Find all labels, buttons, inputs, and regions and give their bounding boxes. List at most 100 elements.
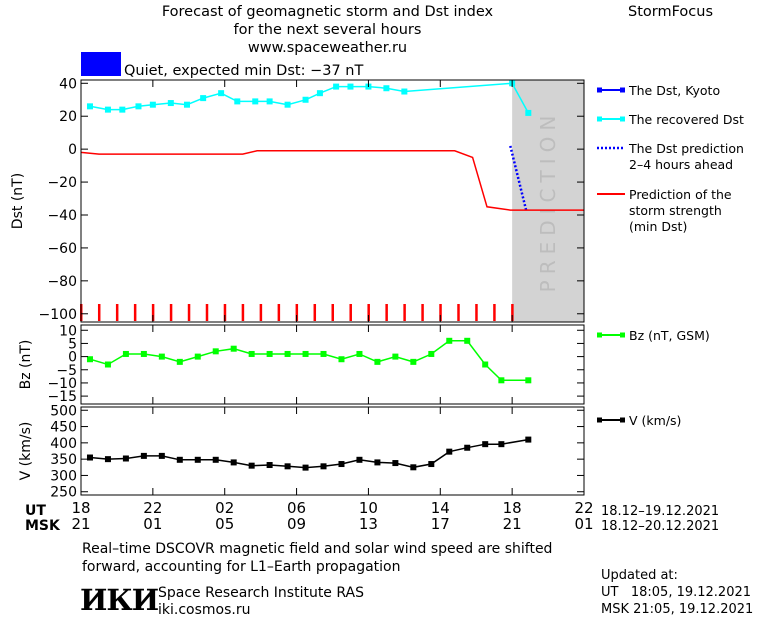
v-series-v-km-s-point	[194, 456, 201, 463]
bz-series-bz-nt-gsm-point	[356, 350, 363, 357]
bz-series-bz-nt-gsm-point	[446, 337, 453, 344]
hour-mark	[133, 304, 137, 321]
dst-series-the-recovered-dst-point	[383, 85, 390, 92]
dst-ytick-label: −20	[47, 175, 77, 191]
bz-axis-label: Bz (nT)	[18, 340, 34, 390]
bz-series-bz-nt-gsm-point	[498, 377, 505, 384]
hour-mark	[439, 304, 442, 321]
dst-series-the-recovered-dst-point	[525, 109, 532, 116]
bz-series-bz-nt-gsm-point	[284, 350, 291, 357]
bz-ytick-label: −10	[47, 376, 77, 392]
dst-series-the-recovered-dst-point	[104, 106, 111, 113]
dst-series-the-recovered-dst-point	[284, 101, 291, 108]
legend-label-line: (min Dst)	[629, 219, 687, 234]
hour-mark	[241, 304, 245, 321]
title-line-2: for the next several hours	[233, 22, 422, 38]
hour-mark	[331, 304, 334, 321]
legend-label-line: The recovered Dst	[628, 112, 744, 127]
bz-series-bz-nt-gsm-point	[320, 350, 327, 357]
dst-series-the-recovered-dst-point	[333, 83, 340, 90]
v-series-v-km-s-point	[302, 464, 309, 471]
bz-series-bz-nt-gsm-point	[392, 353, 399, 360]
msk-tick-label: 21	[71, 515, 90, 533]
dst-series-the-recovered-dst-point	[234, 98, 241, 105]
dst-series-the-recovered-dst-point	[183, 101, 190, 108]
legend-marker	[620, 116, 625, 122]
dst-ytick-label: −100	[39, 307, 77, 323]
v-series-v-km-s-point	[266, 462, 273, 469]
dst-series-the-recovered-dst-point	[135, 103, 142, 110]
dst-ytick-label: −80	[47, 274, 77, 290]
hour-mark	[421, 304, 424, 321]
institute-name: Space Research Institute RAS	[158, 585, 364, 601]
hour-mark	[169, 304, 173, 321]
msk-tick-label: 17	[431, 515, 450, 533]
v-ytick-label: 250	[50, 485, 77, 501]
dst-series-the-recovered-dst-point	[200, 95, 207, 102]
dst-series-the-recovered-dst-point	[347, 83, 354, 90]
ut-tick-label: 10	[359, 499, 378, 517]
legend-label: Prediction of the storm strength (min Dst)	[629, 187, 732, 234]
v-series-v-km-s-point	[284, 463, 291, 470]
hour-mark	[403, 304, 406, 321]
updated-msk: MSK 21:05, 19.12.2021	[601, 602, 754, 617]
dst-series-the-recovered-dst-point	[266, 98, 273, 105]
ut-tick-label: 06	[287, 499, 306, 517]
legend-marker	[597, 332, 602, 338]
bz-series-bz-nt-gsm-point	[194, 353, 201, 360]
v-series-v-km-s-point	[356, 456, 363, 463]
ut-tick-label: 02	[215, 499, 234, 517]
ut-date-range: 18.12–19.12.2021	[601, 504, 719, 519]
dst-ytick-label: 0	[68, 142, 77, 158]
legend-label-line: The Dst prediction	[628, 141, 744, 156]
v-series-v-km-s-point	[320, 463, 327, 470]
bz-series-bz-nt-gsm-point	[104, 361, 111, 368]
legend-label-line: storm strength	[629, 203, 722, 218]
dst-ytick-label: −40	[47, 208, 77, 224]
bz-series-bz-nt-gsm-point	[482, 361, 489, 368]
dst-series-the-dst-prediction-2-4-hours-ahead-line	[509, 145, 528, 212]
v-series-v-km-s-point	[230, 459, 237, 466]
dst-ytick-label: 40	[59, 76, 77, 92]
hour-mark	[349, 304, 352, 321]
dst-axis-label: Dst (nT)	[10, 173, 26, 229]
legend-label-line: V (km/s)	[629, 413, 681, 428]
bz-ytick-label: −5	[56, 363, 77, 379]
msk-axis-title: MSK	[25, 518, 61, 534]
ut-tick-label: 14	[431, 499, 450, 517]
legend-label-line: The Dst, Kyoto	[628, 83, 720, 98]
v-series-v-km-s-point	[446, 448, 453, 455]
legend-marker	[620, 332, 625, 338]
dst-series-the-recovered-dst-line	[89, 82, 529, 114]
dst-series-the-recovered-dst-point	[401, 88, 408, 95]
bz-series-bz-nt-gsm-point	[302, 350, 309, 357]
v-series-v-km-s-point	[525, 436, 532, 443]
update-info: Updated at: UT 18:05, 19.12.2021 MSK 21:…	[601, 567, 753, 618]
bz-ytick-label: 10	[59, 323, 77, 339]
v-series-v-km-s-point	[498, 441, 505, 448]
v-series-v-km-s-point	[410, 464, 417, 471]
legend-label: The recovered Dst	[628, 112, 744, 127]
legend-marker	[620, 417, 625, 423]
legend-label-line: Bz (nT, GSM)	[629, 328, 710, 343]
v-ytick-label: 450	[50, 420, 77, 436]
bz-series-bz-nt-gsm-point	[122, 350, 129, 357]
bz-series-bz-nt-gsm-point	[525, 377, 532, 384]
dst-series-the-recovered-dst-point	[218, 90, 225, 97]
dst-series-prediction-of-the-storm-strength-min-dst-line	[80, 150, 584, 211]
v-series-v-km-s-point	[338, 461, 345, 468]
hour-mark	[493, 304, 496, 321]
msk-date-range: 18.12–20.12.2021	[601, 519, 719, 534]
legend-marker	[620, 87, 625, 93]
chart-title: Forecast of geomagnetic storm and Dst in…	[0, 3, 655, 57]
msk-tick-label: 13	[359, 515, 378, 533]
v-ytick-label: 500	[50, 403, 77, 419]
msk-tick-label: 01	[143, 515, 162, 533]
hour-mark	[97, 304, 101, 321]
v-series-v-km-s-point	[176, 456, 183, 463]
v-series-v-km-s-point	[86, 454, 93, 461]
institute-site[interactable]: iki.cosmos.ru	[158, 602, 251, 618]
bz-ytick-label: 0	[68, 350, 77, 366]
bz-series-bz-nt-gsm-point	[176, 358, 183, 365]
